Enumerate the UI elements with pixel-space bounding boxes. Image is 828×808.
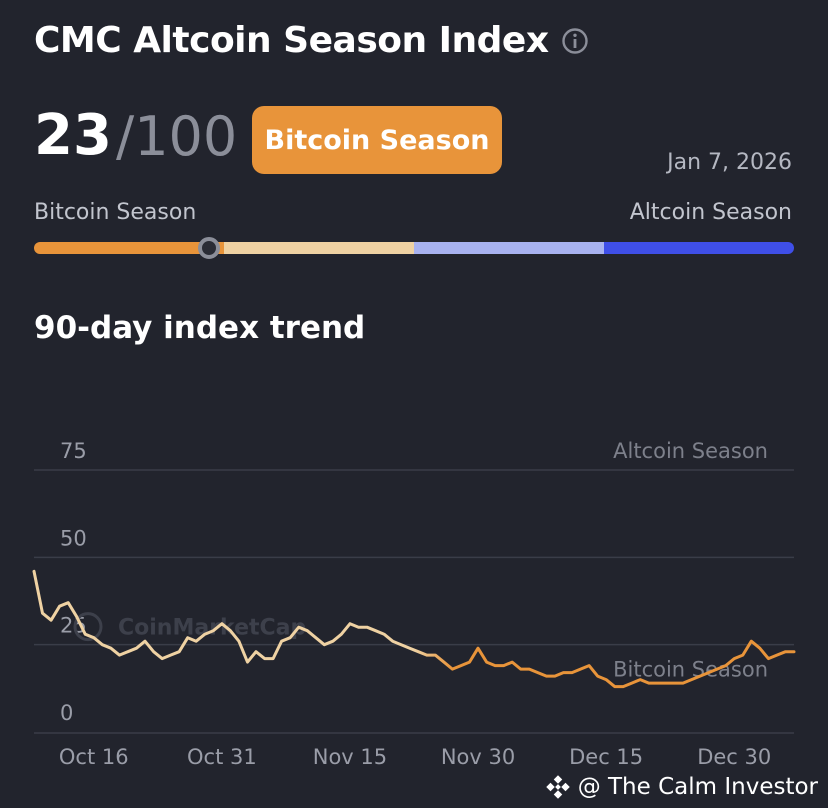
index-date: Jan 7, 2026 [667, 150, 792, 175]
scale-label-bitcoin: Bitcoin Season [34, 200, 197, 225]
coinmarketcap-logo-icon [73, 612, 103, 642]
gauge-segment-lean-altcoin [414, 242, 604, 254]
y-tick-label: 75 [60, 439, 87, 463]
status-badge: Bitcoin Season [252, 106, 502, 174]
header: CMC Altcoin Season Index [34, 20, 589, 61]
index-score: 23 [34, 103, 112, 168]
info-icon[interactable] [561, 27, 589, 55]
gauge-segment-bitcoin [34, 242, 224, 254]
scale-label-altcoin: Altcoin Season [629, 200, 792, 225]
gauge-segment-altcoin [604, 242, 794, 254]
footer-watermark-text: @ The Calm Investor [577, 774, 818, 800]
diamond-logo-icon [545, 775, 570, 799]
x-tick-label: Oct 16 [59, 745, 129, 769]
footer-watermark: @ The Calm Investor [545, 774, 818, 800]
page-title: CMC Altcoin Season Index [34, 20, 549, 61]
x-tick-label: Nov 30 [441, 745, 515, 769]
gauge-segment-lean-bitcoin [224, 242, 414, 254]
y-tick-label: 0 [60, 701, 73, 725]
index-max: /100 [116, 105, 238, 168]
y-tick-label: 50 [60, 526, 87, 550]
zone-annotation: Altcoin Season [613, 439, 768, 463]
index-trend-line [32, 569, 796, 689]
x-tick-label: Nov 15 [313, 745, 387, 769]
x-tick-label: Dec 15 [569, 745, 643, 769]
x-tick-label: Dec 30 [697, 745, 771, 769]
y-tick-label: 25 [60, 614, 87, 638]
x-tick-label: Oct 31 [187, 745, 257, 769]
chart-watermark: CoinMarketCap [118, 616, 306, 641]
trend-chart: 75 50 25 0 CoinMarketCap Altcoin Season Bitcoi… [32, 439, 796, 769]
season-gauge [34, 237, 794, 259]
trend-title: 90-day index trend [34, 310, 366, 346]
zone-annotation: Bitcoin Season [613, 657, 768, 681]
gauge-marker [198, 237, 220, 259]
